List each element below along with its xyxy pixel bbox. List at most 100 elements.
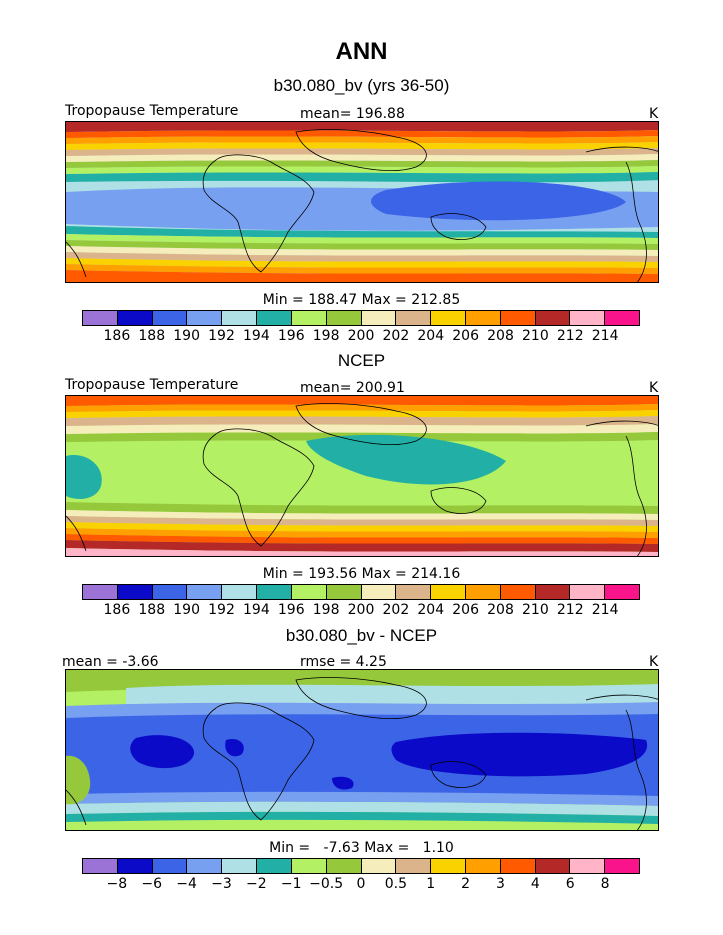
colorbar-swatch — [152, 311, 188, 325]
panel-1-band-south-6 — [66, 258, 658, 268]
panel-3-min-africa-west — [130, 735, 195, 769]
panel-1-band-south-4 — [66, 246, 658, 256]
panel-1-band-south-8 — [66, 270, 658, 282]
panel-3-title: b30.080_bv - NCEP — [285, 626, 438, 645]
panel-2-band-south-6 — [66, 534, 658, 544]
colorbar-swatch — [152, 859, 188, 873]
panel-1-band-north-3 — [66, 136, 658, 144]
panel-2-map — [65, 395, 659, 557]
panel-2-title: NCEP — [337, 351, 386, 370]
panel-2-units-label: K — [649, 380, 659, 396]
colorbar-swatch — [535, 311, 571, 325]
colorbar-tick-label: 206 — [452, 602, 479, 618]
colorbar-tick-label: 192 — [208, 602, 235, 618]
panel-2-band-north-5 — [66, 424, 658, 434]
panel-2-band-south-4 — [66, 522, 658, 532]
colorbar-swatch — [396, 859, 432, 873]
colorbar-swatch — [326, 585, 362, 599]
panel-3-min-indian — [332, 776, 354, 790]
colorbar-swatch — [570, 311, 606, 325]
colorbar-swatch — [431, 859, 466, 873]
colorbar-tick-label: 3 — [496, 876, 505, 892]
panel-1-band-north-8 — [66, 166, 658, 174]
colorbar-tick-label: −6 — [141, 876, 163, 892]
colorbar-swatch — [117, 859, 153, 873]
panel-2-band-north-3 — [66, 410, 658, 418]
colorbar-tick-label: 204 — [417, 602, 445, 618]
panel-2-colorbar-ticks: 186 188 190 192 194 196 198 200 202 204 206 208 210 2… — [82, 602, 640, 618]
panel-3-coastlines — [66, 677, 658, 830]
colorbar-tick-label: 186 — [103, 602, 131, 618]
panel-3-colorbar-ticks: −8 −6 −4 −3 −2 −1 −0.5 0 0.5 1 2 3 4 6 8 — [82, 876, 640, 892]
colorbar-tick-label: 2 — [461, 876, 471, 892]
panel-1-colorbar-ticks: 186 188 190 192 194 196 198 200 202 204 206 208 210 2… — [82, 328, 640, 344]
panel-1-band-north-5 — [66, 148, 658, 156]
colorbar-swatch — [326, 859, 362, 873]
colorbar-swatch — [152, 585, 188, 599]
colorbar-tick-label: 192 — [208, 328, 235, 344]
colorbar-swatch — [361, 311, 397, 325]
colorbar-swatch — [570, 859, 606, 873]
panel-2-band-south-3 — [66, 516, 658, 526]
colorbar-tick-label: 210 — [522, 328, 549, 344]
colorbar-swatch — [117, 585, 153, 599]
panel-1-band-north-9 — [66, 172, 658, 183]
panel-3-rmse-label: rmse = 4.25 — [300, 654, 387, 670]
colorbar-swatch — [222, 859, 258, 873]
colorbar-swatch — [570, 585, 606, 599]
colorbar-tick-label: 214 — [591, 602, 619, 618]
colorbar-swatch — [431, 585, 466, 599]
panel-3-band-south-3 — [66, 811, 658, 824]
colorbar-swatch — [361, 859, 397, 873]
colorbar-tick-label: 188 — [138, 328, 166, 344]
panel-1-map — [65, 121, 659, 283]
panel-2-band-south-8 — [66, 548, 658, 556]
colorbar-swatch — [187, 859, 223, 873]
panel-1-band-north-2 — [66, 130, 658, 138]
colorbar-swatch — [257, 311, 292, 325]
colorbar-tick-label: 6 — [565, 876, 575, 892]
colorbar-tick-label: 4 — [530, 876, 540, 892]
panel-1-title: b30.080_bv (yrs 36-50) — [273, 76, 450, 95]
colorbar-swatch — [500, 311, 536, 325]
panel-1-band-south-2 — [66, 234, 658, 244]
colorbar-tick-label: 0.5 — [384, 876, 408, 892]
colorbar-tick-label: 212 — [556, 328, 584, 344]
colorbar-swatch — [465, 585, 501, 599]
colorbar-tick-label: 196 — [277, 328, 305, 344]
colorbar-swatch — [535, 585, 571, 599]
colorbar-swatch — [326, 311, 362, 325]
colorbar-tick-label: 206 — [452, 328, 479, 344]
colorbar-swatch — [605, 859, 639, 873]
colorbar-tick-label: −0.5 — [309, 876, 344, 892]
panel-1-variable-label: Tropopause Temperature — [65, 103, 239, 119]
panel-2-band-south-7 — [66, 540, 658, 552]
colorbar-swatch — [291, 585, 327, 599]
panel-2-coastlines — [66, 403, 658, 556]
colorbar-swatch — [187, 585, 223, 599]
colorbar-tick-label: 190 — [173, 328, 200, 344]
panel-2-mean-label: mean= 200.91 — [300, 380, 405, 396]
panel-3-minmax: Min = -7.63 Max = 1.10 — [269, 840, 454, 856]
colorbar-tick-label: 208 — [487, 602, 514, 618]
panel-1-band-north-4 — [66, 142, 658, 150]
colorbar-tick-label: 200 — [347, 328, 375, 344]
panel-1-mean-label: mean= 196.88 — [300, 106, 405, 122]
panel-2-warm-pool — [306, 434, 506, 485]
panel-2-band-south-5 — [66, 528, 658, 538]
colorbar-swatch — [431, 311, 466, 325]
colorbar-swatch — [605, 311, 639, 325]
colorbar-tick-label: 186 — [103, 328, 131, 344]
panel-3-band-north-1 — [126, 684, 658, 706]
panel-1-band-north-6 — [66, 154, 658, 162]
colorbar-tick-label: 200 — [347, 602, 375, 618]
colorbar-tick-label: 198 — [312, 602, 340, 618]
colorbar-swatch — [605, 585, 639, 599]
panel-2-band-north-4 — [66, 416, 658, 426]
colorbar-swatch — [222, 585, 258, 599]
colorbar-swatch — [117, 311, 153, 325]
colorbar-swatch — [465, 311, 501, 325]
colorbar-tick-label: 188 — [138, 602, 166, 618]
colorbar-tick-label: 1 — [426, 876, 436, 892]
panel-1-coastlines — [66, 129, 658, 282]
